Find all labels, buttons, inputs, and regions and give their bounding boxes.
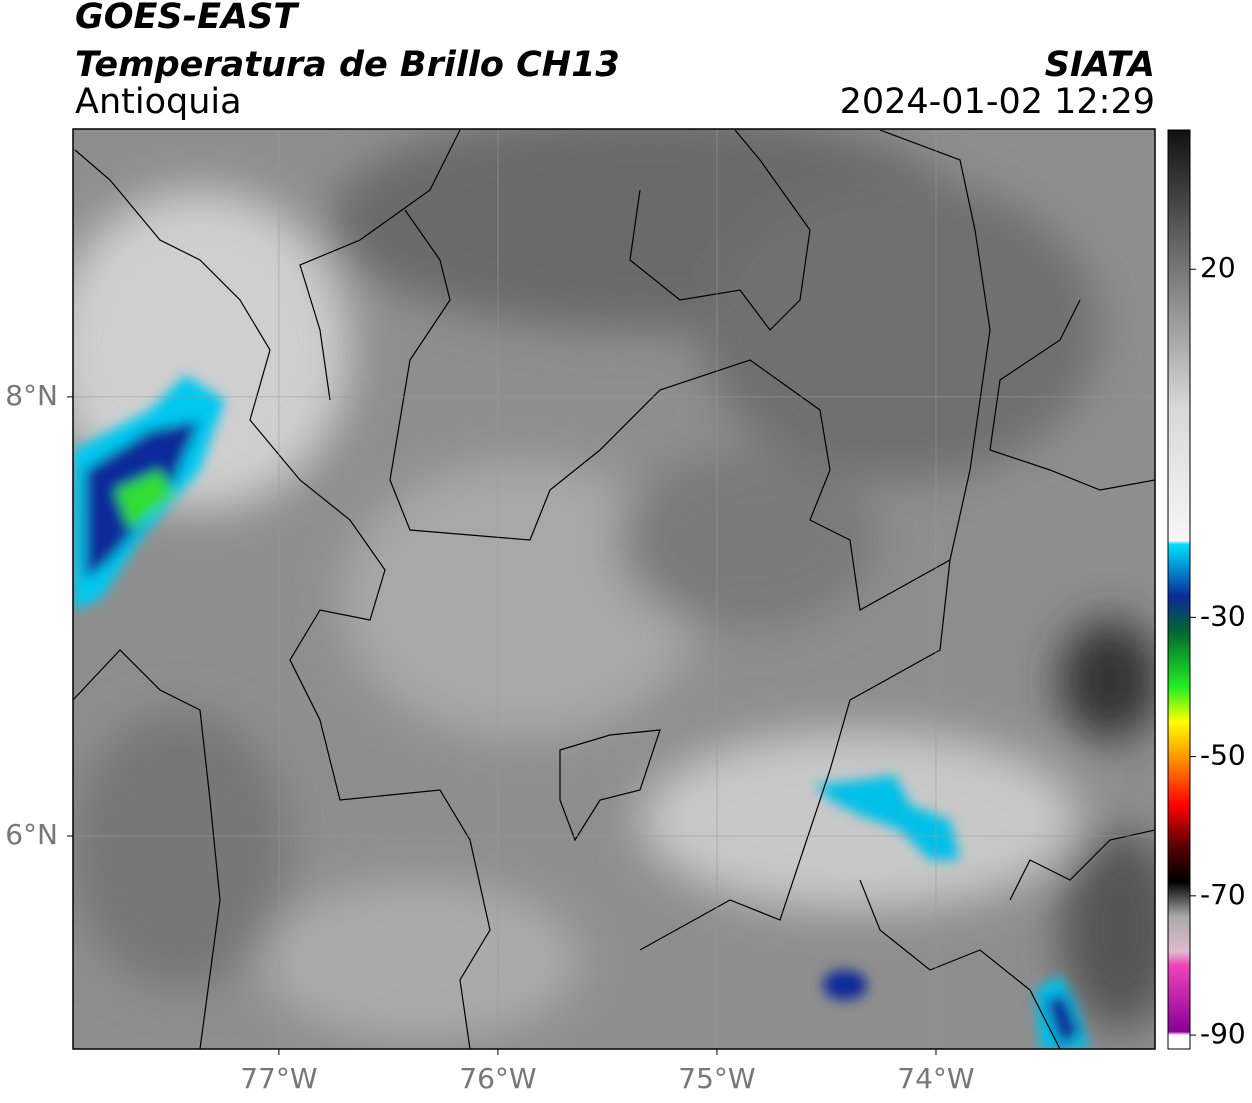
x-tick-label: 74°W <box>897 1062 974 1095</box>
x-tick-label: 77°W <box>240 1062 317 1095</box>
y-tick-label: 8°N <box>5 379 58 412</box>
region: Antioquia <box>75 82 242 122</box>
subtitle: Temperatura de Brillo CH13 <box>75 45 620 85</box>
grid <box>73 129 1155 1049</box>
source: SIATA <box>1045 45 1155 85</box>
map-frame <box>72 128 1156 1050</box>
timestamp: 2024-01-02 12:29 <box>840 82 1155 122</box>
x-tick-label: 76°W <box>459 1062 536 1095</box>
title: GOES-EAST <box>75 0 300 37</box>
x-tick-label: 75°W <box>678 1062 755 1095</box>
y-tick-label: 6°N <box>5 818 58 851</box>
colorbar-tick-label: -50 <box>1200 739 1246 772</box>
satellite-image <box>73 129 1155 1049</box>
colorbar-tick-label: 20 <box>1200 251 1236 284</box>
colorbar <box>1167 129 1191 1050</box>
colorbar-tick-label: -30 <box>1200 599 1246 632</box>
colorbar-tick-label: -70 <box>1200 878 1246 911</box>
colorbar-tick-label: -90 <box>1200 1017 1246 1050</box>
